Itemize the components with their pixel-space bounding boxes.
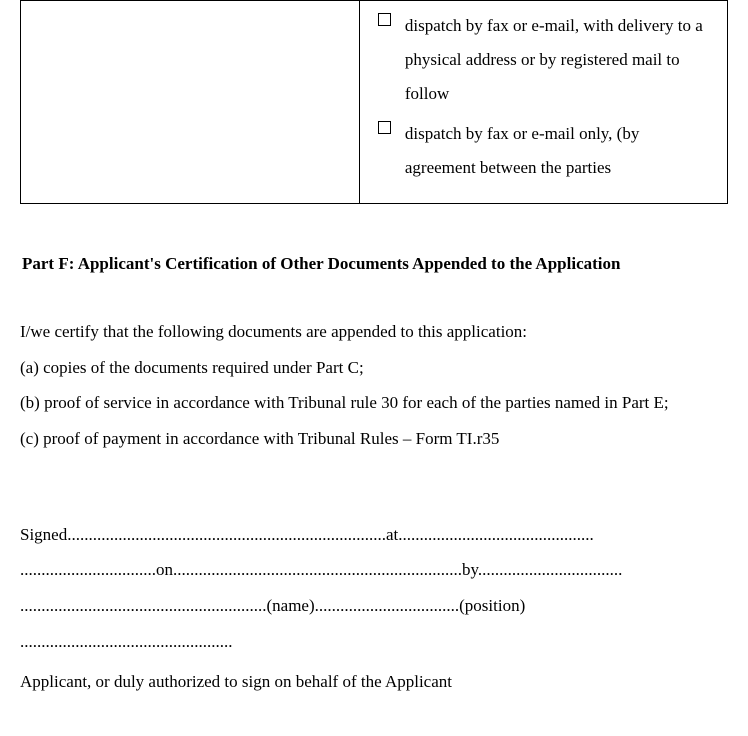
checkbox-row-2: dispatch by fax or e-mail only, (by agre… (378, 117, 709, 185)
option-text-1: dispatch by fax or e-mail, with delivery… (405, 9, 709, 111)
options-table: dispatch by fax or e-mail, with delivery… (20, 0, 728, 204)
cert-intro: I/we certify that the following document… (20, 314, 728, 350)
checkbox-row-1: dispatch by fax or e-mail, with delivery… (378, 9, 709, 111)
checkbox-icon[interactable] (378, 121, 391, 134)
cert-item-c: (c) proof of payment in accordance with … (20, 421, 728, 457)
sig-line-2: ................................on......… (20, 552, 728, 588)
cert-item-a: (a) copies of the documents required und… (20, 350, 728, 386)
table-left-cell (21, 1, 360, 203)
signature-block: Signed..................................… (20, 517, 728, 699)
cert-item-b: (b) proof of service in accordance with … (20, 385, 728, 421)
sig-line-4: ........................................… (20, 624, 728, 660)
option-text-2: dispatch by fax or e-mail only, (by agre… (405, 117, 709, 185)
sig-footer: Applicant, or duly authorized to sign on… (20, 664, 728, 700)
checkbox-icon[interactable] (378, 13, 391, 26)
sig-line-1: Signed..................................… (20, 517, 728, 553)
part-f-heading: Part F: Applicant's Certification of Oth… (22, 254, 728, 274)
sig-line-3: ........................................… (20, 588, 728, 624)
table-right-cell: dispatch by fax or e-mail, with delivery… (360, 1, 727, 203)
